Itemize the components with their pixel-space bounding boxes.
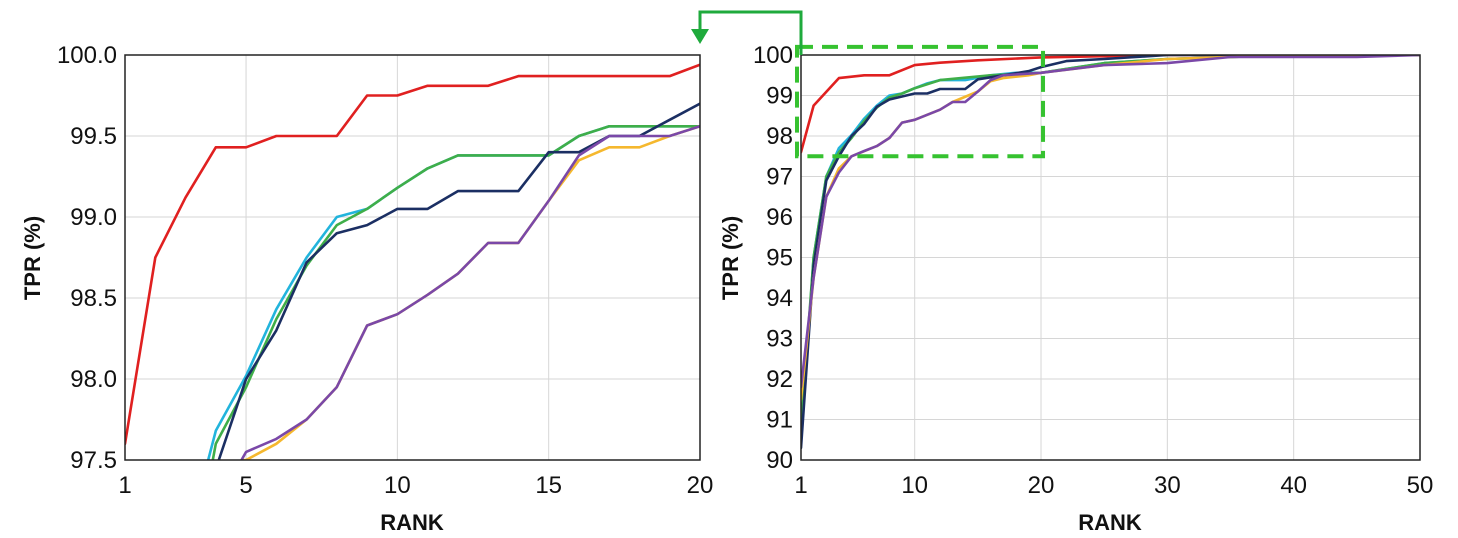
series-line-green: [801, 55, 1420, 429]
x-tick-label: 10: [901, 472, 928, 499]
series-line-green: [211, 125, 700, 460]
x-tick-label: 15: [535, 472, 562, 499]
series-line-red: [125, 63, 700, 446]
series-line-orange: [241, 125, 700, 460]
zoom-region-box: [795, 44, 1046, 159]
x-tick-label: 20: [687, 472, 714, 499]
x-tick-label: 50: [1407, 472, 1434, 499]
series-line-red: [801, 55, 1420, 154]
y-tick-label: 98.5: [70, 285, 117, 312]
x-tick-label: 40: [1280, 472, 1307, 499]
y-tick-label: 98.0: [70, 366, 117, 393]
series-line-navy: [801, 55, 1420, 450]
series-line-blue: [206, 125, 700, 460]
y-axis-label: TPR (%): [718, 216, 743, 300]
y-tick-label: 97: [766, 164, 793, 191]
y-tick-label: 99.0: [70, 204, 117, 231]
arrow-head-icon: [691, 29, 709, 44]
x-tick-label: 5: [239, 472, 252, 499]
zoom-arrow: [691, 10, 803, 55]
y-tick-label: 99: [766, 83, 793, 110]
x-tick-label: 30: [1154, 472, 1181, 499]
y-tick-label: 93: [766, 326, 793, 353]
y-tick-label: 95: [766, 245, 793, 272]
x-axis-label: RANK: [380, 510, 444, 535]
y-tick-label: 98: [766, 123, 793, 150]
x-tick-label: 10: [384, 472, 411, 499]
series-line-blue: [801, 55, 1420, 442]
y-tick-label: 92: [766, 366, 793, 393]
x-tick-label: 1: [118, 472, 131, 499]
y-tick-label: 100: [753, 42, 793, 69]
y-tick-label: 94: [766, 285, 793, 312]
y-tick-label: 100.0: [57, 42, 117, 69]
x-tick-label: 1: [794, 472, 807, 499]
y-tick-label: 91: [766, 407, 793, 434]
series-line-purple: [801, 55, 1420, 389]
y-axis-label: TPR (%): [20, 216, 45, 300]
y-tick-label: 90: [766, 447, 793, 474]
series-line-purple: [240, 125, 700, 460]
series-line-orange: [801, 55, 1420, 401]
x-tick-label: 20: [1028, 472, 1055, 499]
y-tick-label: 99.5: [70, 123, 117, 150]
y-tick-label: 96: [766, 204, 793, 231]
x-axis-label: RANK: [1078, 510, 1142, 535]
y-tick-label: 97.5: [70, 447, 117, 474]
